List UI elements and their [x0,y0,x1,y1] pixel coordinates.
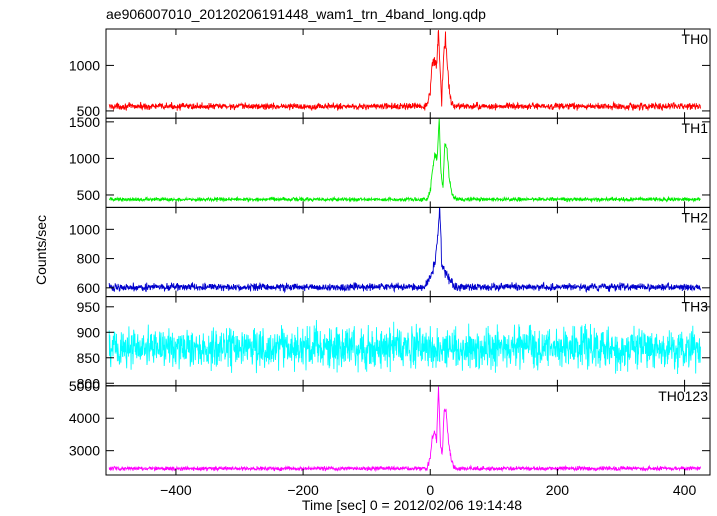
panel-th0123: 3000 4000 5000 TH0123 [69,378,711,476]
panel-label-th3: TH3 [682,299,709,315]
panel-frame [105,385,711,476]
panel-th2: 600 800 1000 TH2 [69,206,711,298]
y-tick-label: 500 [77,187,101,203]
x-tick-label: 400 [673,482,697,498]
panel-label-th2: TH2 [682,209,709,225]
series-line-th1 [108,118,701,204]
y-tick-label: 900 [77,324,101,340]
panel-th3: 800 850 900 950 TH3 [77,296,711,391]
y-tick-label: 850 [77,350,101,366]
y-tick-label: 3000 [69,443,100,459]
panel-label-th1: TH1 [682,120,709,136]
panel-th0: 500 1000 TH0 [69,28,711,119]
x-tick-label: −200 [287,482,319,498]
y-tick-label: 1000 [69,150,100,166]
y-tick-label: 950 [77,299,101,315]
series-line-th0 [108,30,701,111]
panel-th1: 500 1000 1500 TH1 [69,114,711,208]
panel-label-th0: TH0 [682,31,709,47]
panels-group: 500 1000 TH0 500 1000 1500 TH1 600 800 1000 TH2 800… [69,28,711,498]
panel-label-th0123: TH0123 [658,388,708,404]
y-tick-label: 5000 [69,378,100,394]
x-axis-label: Time [sec] 0 = 2012/02/06 19:14:48 [302,497,522,513]
x-tick-label: −400 [160,482,192,498]
panel-frame [105,206,711,298]
y-tick-label: 600 [77,280,101,296]
y-tick-label: 800 [77,251,101,267]
series-line-th0123 [108,386,701,473]
y-tick-label: 800 [77,375,101,391]
y-tick-label: 1000 [69,57,100,73]
series-line-th3 [108,319,701,375]
x-tick-label: 200 [546,482,570,498]
chart-title: ae906007010_20120206191448_wam1_trn_4ban… [106,6,486,22]
y-tick-label: 1000 [69,221,100,237]
y-tick-label: 500 [77,103,101,119]
y-tick-label: 4000 [69,410,100,426]
x-tick-label: 0 [426,482,434,498]
series-line-th2 [108,207,701,294]
y-tick-label: 1500 [69,114,100,130]
panel-frame [105,117,711,208]
y-axis-label: Counts/sec [33,215,49,285]
